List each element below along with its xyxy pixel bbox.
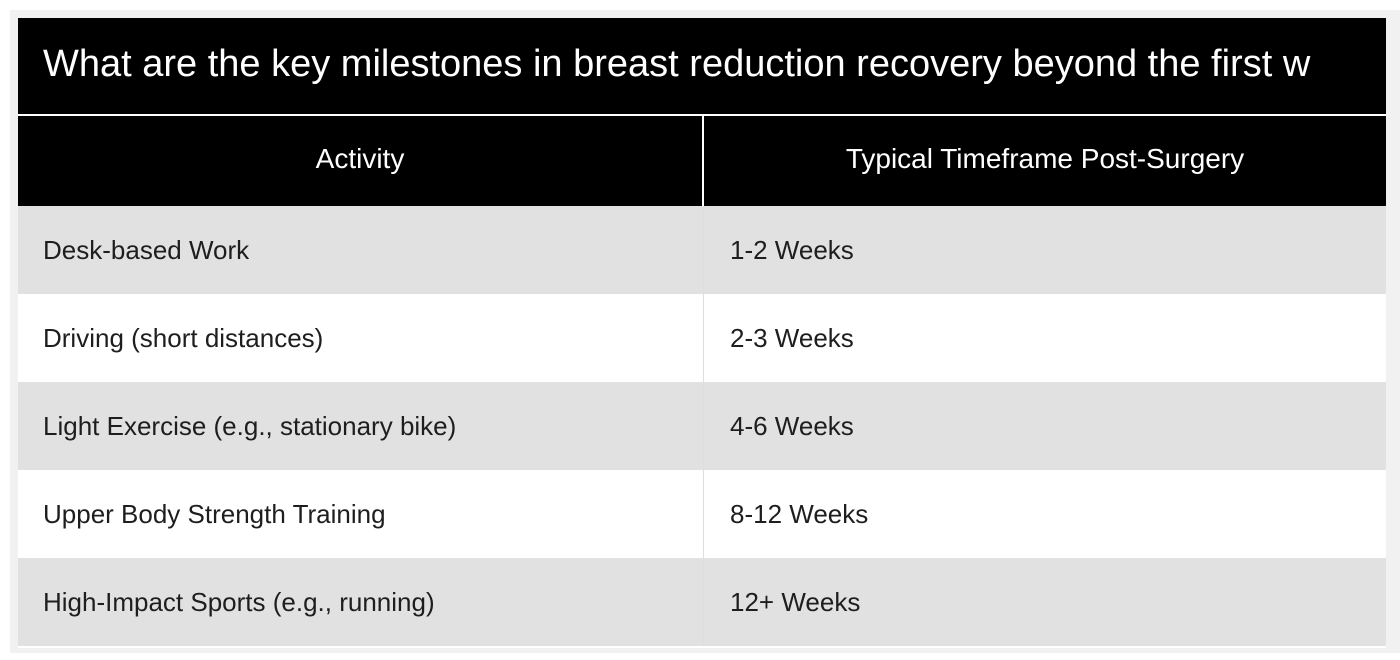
table-header-row: Activity Typical Timeframe Post-Surgery [18,116,1386,206]
milestones-table: What are the key milestones in breast re… [18,18,1386,648]
table-row: High-Impact Sports (e.g., running) 12+ W… [18,558,1386,646]
table-row: Light Exercise (e.g., stationary bike) 4… [18,382,1386,470]
activity-cell: High-Impact Sports (e.g., running) [18,558,704,646]
timeframe-cell: 4-6 Weeks [730,411,854,441]
activity-cell: Desk-based Work [18,206,704,294]
table-row: Driving (short distances) 2-3 Weeks [18,294,1386,382]
timeframe-cell: 12+ Weeks [730,587,861,617]
activity-cell: Driving (short distances) [18,294,704,382]
timeframe-cell: 1-2 Weeks [730,235,854,265]
timeframe-cell: 2-3 Weeks [730,323,854,353]
header-timeframe: Typical Timeframe Post-Surgery [845,143,1245,174]
table-row: Desk-based Work 1-2 Weeks [18,206,1386,294]
table-body: Desk-based Work 1-2 Weeks Driving (short… [18,206,1386,646]
table-row: Upper Body Strength Training 8-12 Weeks [18,470,1386,558]
activity-cell: Upper Body Strength Training [18,470,704,558]
timeframe-cell: 8-12 Weeks [730,499,869,529]
table-title: What are the key milestones in breast re… [18,18,1386,114]
activity-cell: Light Exercise (e.g., stationary bike) [18,382,704,470]
header-activity: Activity [18,116,704,206]
